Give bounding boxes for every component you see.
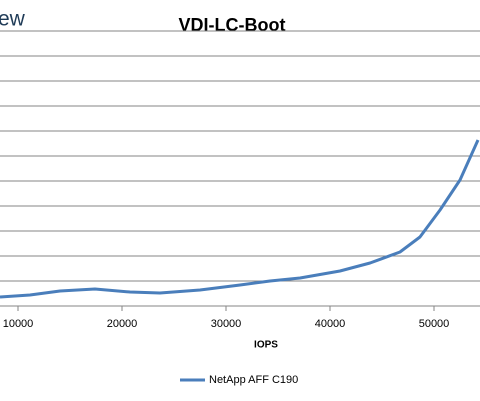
x-tick-label: 30000 bbox=[211, 318, 242, 330]
x-tick-label: 50000 bbox=[419, 318, 450, 330]
x-tick-label: 40000 bbox=[315, 318, 346, 330]
x-tick-label: 20000 bbox=[107, 318, 138, 330]
x-axis-label: IOPS bbox=[254, 340, 278, 351]
legend-label: NetApp AFF C190 bbox=[209, 374, 298, 386]
corner-text: ew bbox=[0, 8, 26, 31]
line-series bbox=[0, 139, 480, 299]
x-tick-label: 10000 bbox=[3, 318, 34, 330]
chart-title: VDI-LC-Boot bbox=[179, 15, 286, 35]
